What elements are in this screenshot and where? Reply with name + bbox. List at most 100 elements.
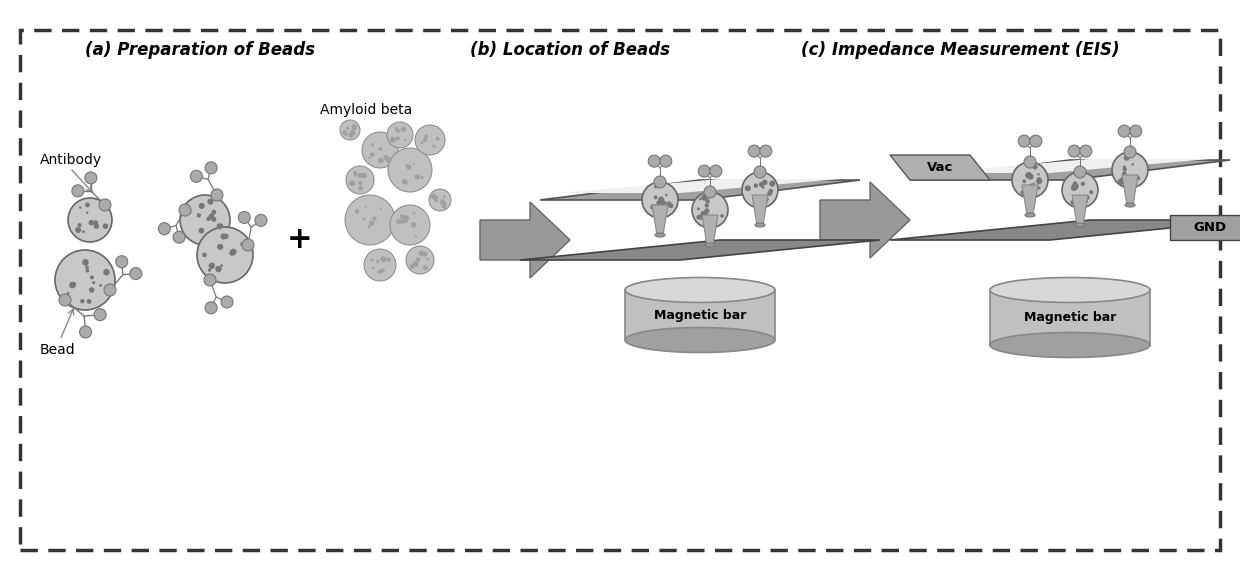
Circle shape (1112, 152, 1148, 188)
Text: +: + (288, 226, 312, 254)
Circle shape (72, 185, 84, 197)
Circle shape (1123, 165, 1126, 169)
Circle shape (769, 181, 775, 187)
Circle shape (702, 195, 707, 201)
Circle shape (353, 173, 357, 177)
Polygon shape (1171, 215, 1240, 240)
Circle shape (413, 262, 418, 267)
Polygon shape (560, 179, 839, 193)
Circle shape (357, 173, 363, 178)
Circle shape (760, 145, 771, 157)
Circle shape (1089, 190, 1094, 194)
Circle shape (415, 258, 420, 262)
Circle shape (1080, 196, 1085, 201)
Circle shape (394, 127, 398, 130)
Circle shape (381, 268, 384, 272)
Circle shape (704, 186, 715, 198)
Circle shape (205, 302, 217, 314)
Text: Magnetic bar: Magnetic bar (653, 308, 746, 321)
Circle shape (1085, 200, 1087, 203)
Polygon shape (990, 290, 1149, 345)
Circle shape (1076, 199, 1083, 205)
Text: Vac: Vac (926, 161, 954, 174)
Circle shape (346, 127, 350, 129)
Ellipse shape (625, 328, 775, 352)
Ellipse shape (990, 278, 1149, 303)
Circle shape (430, 193, 436, 200)
Circle shape (769, 189, 773, 193)
Circle shape (746, 188, 749, 190)
Ellipse shape (625, 278, 775, 303)
Circle shape (704, 203, 709, 207)
Circle shape (1037, 178, 1042, 184)
Circle shape (1086, 196, 1090, 200)
Text: Antibody: Antibody (40, 153, 102, 167)
Circle shape (433, 145, 435, 148)
Circle shape (76, 227, 81, 233)
Text: (c) Impedance Measurement (EIS): (c) Impedance Measurement (EIS) (801, 41, 1120, 59)
Circle shape (217, 244, 223, 250)
Polygon shape (930, 159, 1210, 173)
Circle shape (1028, 174, 1034, 180)
Text: Amyloid beta: Amyloid beta (320, 103, 412, 117)
Circle shape (665, 194, 667, 196)
Circle shape (242, 239, 254, 251)
Circle shape (350, 130, 356, 136)
Circle shape (87, 299, 92, 304)
Circle shape (413, 163, 415, 165)
Circle shape (368, 157, 371, 159)
Circle shape (440, 200, 445, 205)
Circle shape (231, 249, 237, 255)
Circle shape (241, 242, 244, 246)
Circle shape (185, 209, 191, 215)
Circle shape (707, 220, 711, 223)
Circle shape (423, 266, 428, 270)
Circle shape (407, 165, 412, 170)
Circle shape (216, 266, 222, 272)
Circle shape (365, 206, 367, 207)
Circle shape (381, 256, 387, 262)
Circle shape (365, 249, 396, 281)
Circle shape (86, 269, 89, 272)
Polygon shape (1122, 175, 1138, 205)
Ellipse shape (655, 233, 665, 237)
Circle shape (396, 219, 402, 225)
Circle shape (1122, 178, 1127, 184)
Circle shape (1039, 180, 1043, 183)
Circle shape (709, 165, 722, 177)
Circle shape (653, 196, 657, 200)
Circle shape (668, 203, 673, 208)
Circle shape (424, 135, 428, 139)
Circle shape (706, 199, 709, 203)
Circle shape (427, 258, 429, 260)
Circle shape (1018, 135, 1030, 147)
Circle shape (414, 174, 420, 180)
Circle shape (1081, 182, 1085, 186)
Circle shape (742, 172, 777, 208)
Circle shape (198, 228, 205, 234)
Circle shape (1122, 167, 1127, 172)
Circle shape (1117, 178, 1125, 185)
Circle shape (1061, 172, 1097, 208)
Circle shape (343, 132, 347, 136)
Circle shape (704, 208, 709, 214)
Circle shape (1038, 186, 1040, 190)
Circle shape (697, 215, 701, 219)
Ellipse shape (1075, 223, 1085, 227)
Circle shape (404, 139, 407, 141)
Text: Bead: Bead (40, 343, 76, 357)
Circle shape (205, 274, 216, 286)
Circle shape (68, 198, 112, 242)
Circle shape (435, 137, 439, 141)
Circle shape (768, 191, 773, 196)
Circle shape (103, 269, 109, 275)
Circle shape (649, 155, 660, 167)
Circle shape (394, 139, 397, 141)
Circle shape (81, 299, 84, 303)
Circle shape (89, 287, 94, 293)
Circle shape (372, 267, 374, 270)
Circle shape (388, 141, 391, 144)
Circle shape (434, 198, 438, 202)
Circle shape (238, 211, 250, 223)
Circle shape (399, 214, 405, 219)
